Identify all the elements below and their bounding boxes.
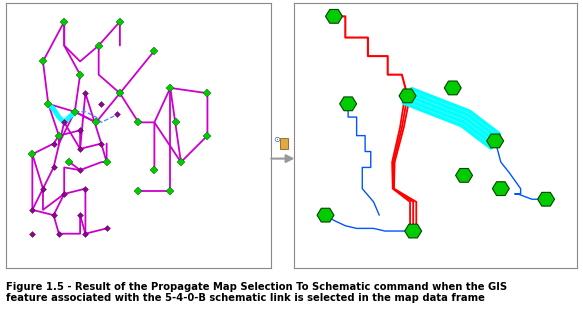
Text: Figure 1.5 - Result of the Propagate Map Selection To Schematic command when the: Figure 1.5 - Result of the Propagate Map…	[6, 282, 507, 292]
Text: feature associated with the 5-4-0-B schematic link is selected in the map data f: feature associated with the 5-4-0-B sche…	[6, 293, 484, 303]
FancyBboxPatch shape	[280, 138, 287, 149]
Text: ⊙: ⊙	[273, 135, 280, 144]
